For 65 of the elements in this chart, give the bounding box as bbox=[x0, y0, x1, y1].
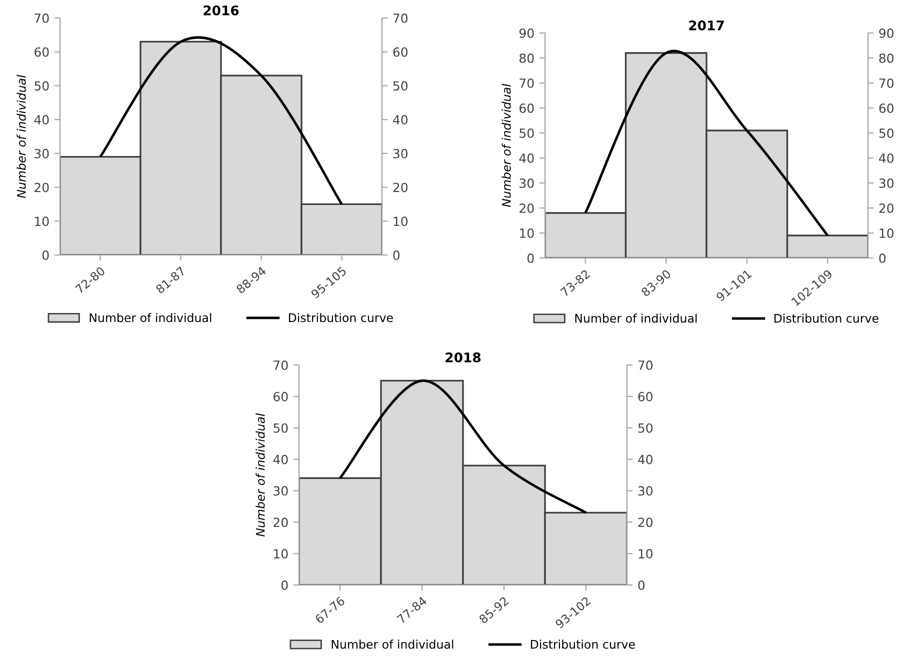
y-tick-label: 40 bbox=[34, 115, 49, 124]
y-tick-label: 0 bbox=[42, 250, 49, 260]
y2-tick-label: 50 bbox=[393, 81, 408, 91]
y2-tick-label: 40 bbox=[393, 115, 408, 124]
legend-label: Distribution curve bbox=[774, 314, 878, 323]
y2-tick-label: 70 bbox=[393, 13, 408, 23]
y2-tick-label: 60 bbox=[393, 47, 408, 57]
chart-title: 2018 bbox=[446, 352, 481, 362]
y-tick-label: 0 bbox=[281, 580, 288, 590]
y2-tick-label: 50 bbox=[879, 128, 894, 138]
line-series bbox=[338, 379, 588, 514]
y2-tick-label: 0 bbox=[638, 580, 645, 590]
chart-title: 2017 bbox=[689, 20, 724, 30]
y-tick-label: 60 bbox=[520, 103, 534, 113]
y-axis-title: Number of individual bbox=[256, 413, 265, 536]
y-tick-label: 70 bbox=[274, 360, 288, 370]
y-tick-label: 50 bbox=[274, 423, 288, 433]
y2-tick-label: 10 bbox=[880, 228, 894, 238]
y-tick-label: 10 bbox=[520, 228, 534, 238]
y-tick-label: 20 bbox=[520, 203, 534, 213]
y-tick-label: 10 bbox=[274, 549, 288, 558]
y-tick-label: 70 bbox=[34, 13, 49, 23]
y2-tick-label: 20 bbox=[393, 182, 408, 192]
y2-tick-label: 20 bbox=[638, 518, 652, 528]
y-tick-label: 20 bbox=[274, 518, 288, 528]
y2-tick-label: 40 bbox=[638, 454, 652, 464]
y-tick-label: 20 bbox=[34, 182, 49, 192]
y-axis-title: Number of individual bbox=[16, 74, 26, 198]
y-tick-label: 90 bbox=[519, 28, 534, 38]
legend-label: Number of individual bbox=[575, 314, 697, 323]
y2-tick-label: 10 bbox=[394, 216, 408, 226]
y2-tick-label: 20 bbox=[879, 203, 894, 213]
y-tick-label: 40 bbox=[273, 454, 288, 464]
y-tick-label: 10 bbox=[35, 216, 49, 226]
y-tick-label: 30 bbox=[274, 486, 288, 496]
y2-tick-label: 80 bbox=[879, 53, 894, 63]
y2-tick-label: 30 bbox=[393, 148, 408, 158]
y2-tick-label: 60 bbox=[879, 103, 894, 113]
y2-tick-label: 10 bbox=[638, 549, 652, 558]
legend-label: Distribution curve bbox=[288, 313, 393, 322]
y-tick-label: 30 bbox=[34, 148, 49, 158]
legend-label: Distribution curve bbox=[530, 640, 635, 649]
legend-label: Number of individual bbox=[90, 313, 212, 322]
y-tick-label: 0 bbox=[527, 253, 534, 263]
y-tick-label: 40 bbox=[519, 153, 534, 163]
y2-tick-label: 60 bbox=[638, 392, 652, 402]
y-tick-label: 60 bbox=[274, 392, 288, 402]
y2-tick-label: 50 bbox=[638, 423, 652, 433]
y-tick-label: 50 bbox=[520, 128, 534, 138]
y-tick-label: 70 bbox=[520, 78, 534, 88]
legend-label: Number of individual bbox=[332, 640, 454, 649]
y2-tick-label: 70 bbox=[879, 78, 894, 88]
y2-tick-label: 90 bbox=[879, 28, 894, 38]
y-tick-label: 50 bbox=[34, 81, 49, 91]
y-tick-label: 30 bbox=[520, 178, 534, 188]
y2-tick-label: 40 bbox=[879, 153, 894, 163]
y2-tick-label: 0 bbox=[879, 253, 886, 263]
y2-tick-label: 70 bbox=[638, 360, 652, 370]
y-tick-label: 80 bbox=[520, 53, 534, 63]
chart-title: 2016 bbox=[204, 5, 239, 16]
y2-tick-label: 0 bbox=[393, 250, 400, 260]
y2-tick-label: 30 bbox=[638, 486, 652, 496]
y-axis-title: Number of individual bbox=[502, 84, 511, 207]
y2-tick-label: 30 bbox=[879, 178, 894, 188]
y-tick-label: 60 bbox=[34, 47, 49, 57]
